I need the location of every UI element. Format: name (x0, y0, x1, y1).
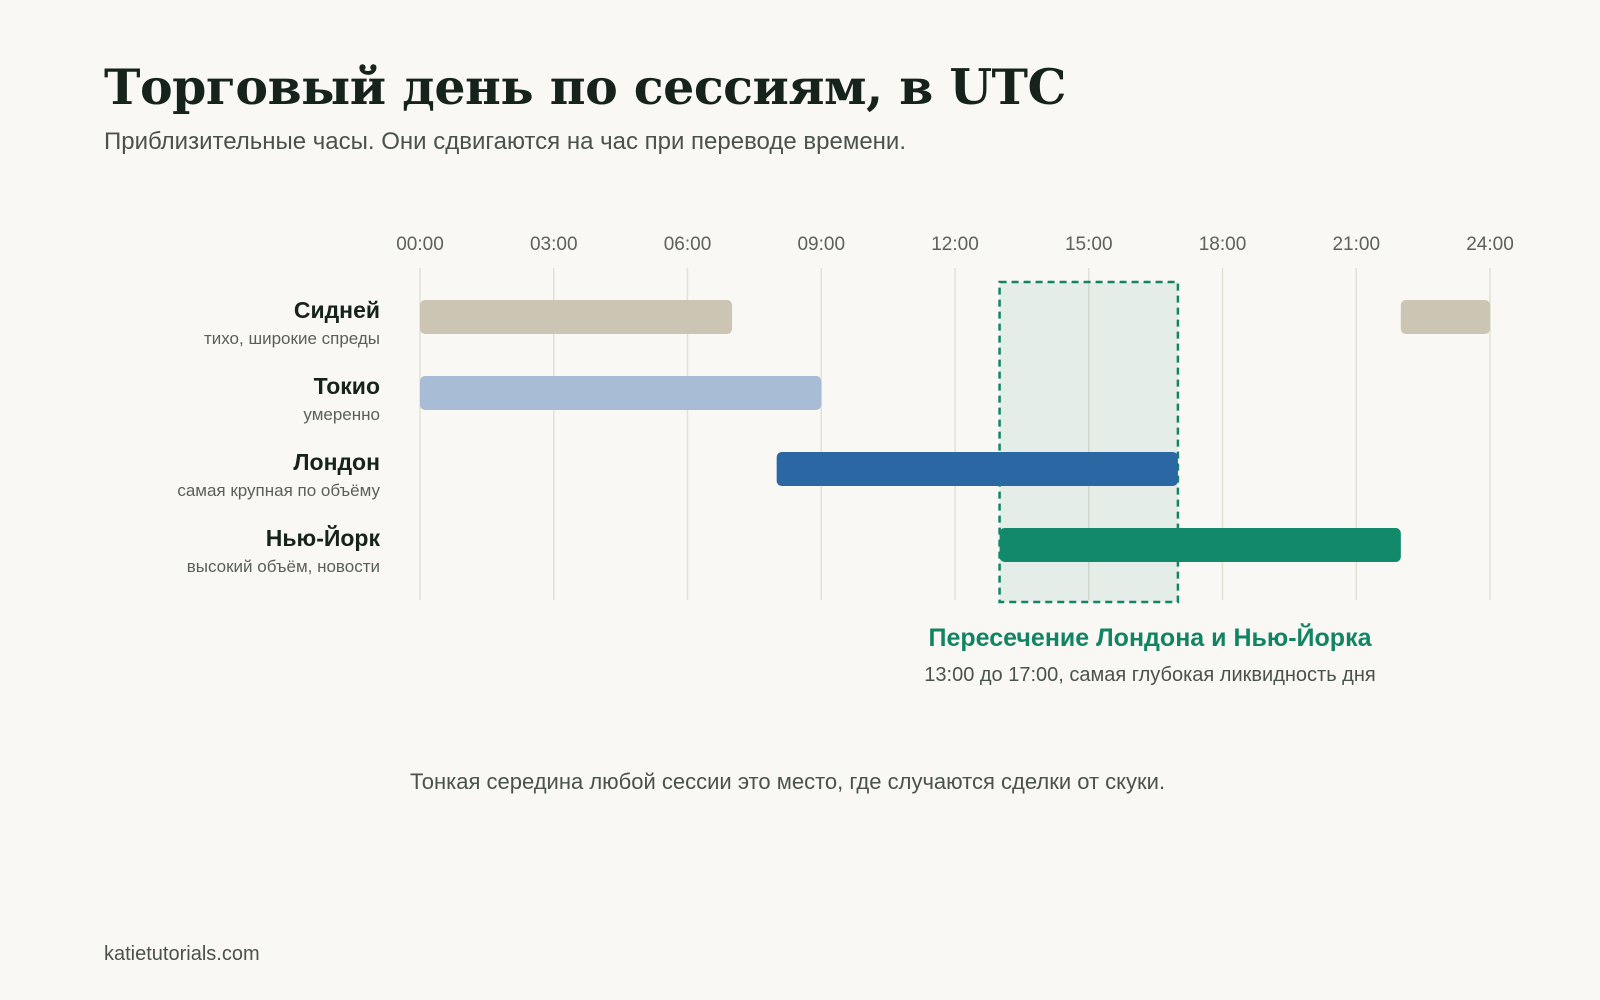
row-label-name: Лондон (293, 449, 380, 475)
x-tick-label: 09:00 (797, 234, 845, 255)
x-tick-label: 12:00 (931, 234, 979, 255)
row-label-note: самая крупная по объёму (177, 481, 380, 500)
row-label-note: тихо, широкие спреды (204, 329, 380, 348)
overlap-subtitle: 13:00 до 17:00, самая глубокая ликвиднос… (924, 664, 1376, 686)
x-tick-label: 21:00 (1332, 234, 1380, 255)
row-labels: Сидней тихо, широкие спреды Токио умеренно Л… (177, 297, 380, 576)
session-bar (420, 300, 733, 334)
x-tick-label: 03:00 (530, 234, 578, 255)
x-tick-label: 00:00 (396, 234, 444, 255)
chart-subtitle: Приблизительные часы. Они сдвигаются на … (104, 128, 907, 155)
overlap-title: Пересечение Лондона и Нью-Йорка (928, 624, 1372, 652)
chart-title: Торговый день по сессиям, в UTC (104, 58, 1067, 116)
session-bars (420, 300, 1490, 562)
x-tick-label: 06:00 (664, 234, 712, 255)
session-bar (776, 452, 1178, 486)
x-tick-label: 18:00 (1199, 234, 1247, 255)
session-bar (1400, 300, 1490, 334)
session-bar (999, 528, 1401, 562)
row-label-name: Сидней (294, 297, 380, 323)
row-label-note: высокий объём, новости (187, 557, 380, 576)
source-credit: katietutorials.com (104, 943, 260, 965)
row-label-name: Нью-Йорк (266, 524, 381, 551)
footnote: Тонкая середина любой сессии это место, … (410, 769, 1166, 794)
session-bar (420, 376, 822, 410)
x-tick-label: 15:00 (1065, 234, 1113, 255)
row-label-note: умеренно (303, 405, 380, 424)
x-axis-ticks: 00:00 03:00 06:00 09:00 12:00 15:00 18:00 21:00… (396, 234, 1514, 255)
x-tick-label: 24:00 (1466, 234, 1514, 255)
row-label-name: Токио (314, 373, 380, 399)
